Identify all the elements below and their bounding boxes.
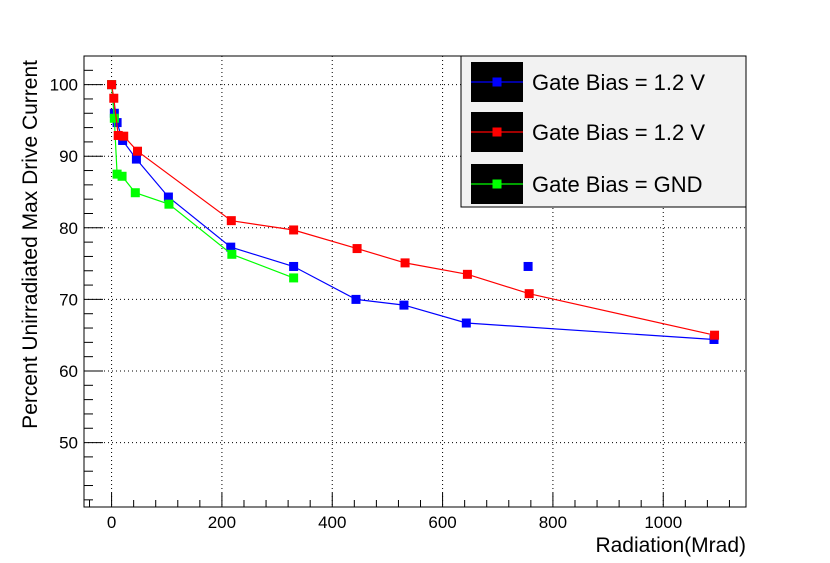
data-point <box>351 294 361 304</box>
x-tick-label: 0 <box>107 513 116 532</box>
data-point <box>710 330 720 340</box>
axis-ticks <box>84 55 730 507</box>
data-point <box>226 242 236 252</box>
x-tick-labels: 0 200 400 600 800 1000 <box>107 513 682 532</box>
data-point <box>289 225 299 235</box>
y-tick-label: 60 <box>59 362 78 381</box>
series-line <box>111 84 715 336</box>
data-point <box>133 146 143 156</box>
data-point <box>109 113 119 123</box>
data-point <box>112 169 122 179</box>
data-point <box>130 188 140 198</box>
data-point <box>461 318 471 328</box>
data-point <box>399 300 409 310</box>
data-point <box>400 258 410 268</box>
y-tick-label: 100 <box>50 76 78 95</box>
data-point <box>109 93 119 103</box>
y-axis-title: Percent Unirradiated Max Drive Current <box>19 60 42 429</box>
y-tick-labels: 50 60 70 80 90 100 <box>50 76 78 453</box>
data-point <box>107 80 117 90</box>
legend-marker <box>492 77 502 87</box>
legend-marker <box>492 127 502 137</box>
data-point <box>226 216 236 226</box>
x-tick-label: 600 <box>428 513 456 532</box>
data-point <box>163 192 173 202</box>
legend-label: Gate Bias = 1.2 V <box>532 70 705 95</box>
data-point <box>462 269 472 279</box>
x-tick-label: 1000 <box>644 513 682 532</box>
data-point <box>352 244 362 254</box>
data-point <box>113 130 123 140</box>
data-point <box>227 249 237 259</box>
data-point <box>131 154 141 164</box>
data-point <box>119 131 129 141</box>
y-tick-label: 90 <box>59 147 78 166</box>
y-tick-label: 70 <box>59 290 78 309</box>
series-group <box>107 80 720 344</box>
x-tick-label: 400 <box>318 513 346 532</box>
series-line <box>111 84 294 279</box>
legend: Gate Bias = 1.2 V Gate Bias = 1.2 V Gate B… <box>460 55 747 208</box>
legend-label: Gate Bias = 1.2 V <box>532 120 705 145</box>
legend-marker <box>492 179 502 189</box>
data-point <box>523 261 533 271</box>
data-point <box>289 261 299 271</box>
series-1 <box>107 80 720 340</box>
legend-label: Gate Bias = GND <box>532 172 703 197</box>
x-axis-title: Radiation(Mrad) <box>595 534 746 557</box>
data-point <box>117 171 127 181</box>
plot-frame <box>83 55 747 508</box>
data-point <box>164 199 174 209</box>
series-2 <box>107 80 299 283</box>
data-point <box>289 273 299 283</box>
y-tick-label: 80 <box>59 219 78 238</box>
x-tick-label: 800 <box>539 513 567 532</box>
x-tick-label: 200 <box>208 513 236 532</box>
data-point <box>524 289 534 299</box>
y-tick-label: 50 <box>59 434 78 453</box>
